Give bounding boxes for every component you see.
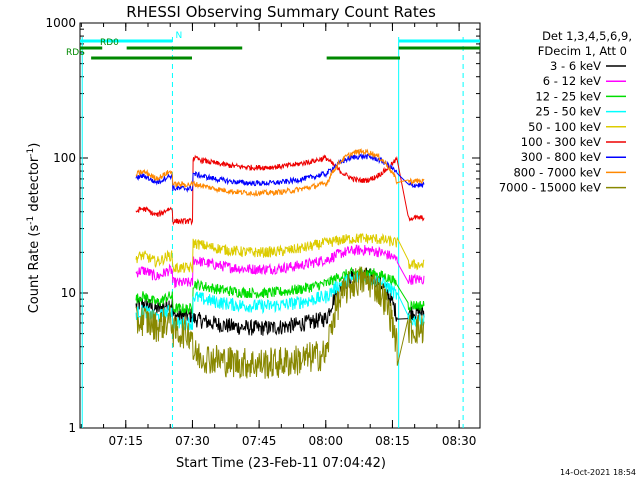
x-tick-label: 07:15 (108, 434, 143, 448)
legend-label-1: 6 - 12 keV (543, 74, 601, 88)
series-line-5 (135, 154, 425, 226)
x-tick-label: 08:15 (375, 434, 410, 448)
y-axis-label-sup1: -1 (26, 216, 36, 225)
x-axis-label: Start Time (23-Feb-11 07:04:42) (176, 456, 386, 471)
legend-label-2: 12 - 25 keV (535, 89, 601, 103)
legend-label-3: 25 - 50 keV (535, 105, 601, 119)
legend-header-1: Det 1,3,4,5,6,9, (542, 29, 632, 43)
flag-label-rds: RDS (66, 48, 85, 58)
y-axis-label: Count Rate (s-1 detector-1) (26, 143, 42, 314)
flag-label-n: N (176, 31, 183, 41)
series-line-6 (135, 152, 425, 193)
y-axis-label-main: Count Rate (s (27, 225, 42, 314)
y-axis-label-mid: detector (27, 156, 42, 216)
flag-label-rd0: RD0 (100, 38, 119, 48)
series-line-1 (135, 244, 425, 289)
series-line-2 (135, 266, 425, 315)
legend-label-5: 100 - 300 keV (521, 135, 601, 149)
series-line-8 (135, 266, 425, 379)
legend-header-2: FDecim 1, Att 0 (538, 44, 627, 58)
y-axis-label-sup2: -1 (26, 148, 36, 157)
y-tick-label: 1 (68, 421, 76, 435)
legend-label-8: 7000 - 15000 keV (499, 181, 601, 195)
timestamp: 14-Oct-2021 18:54 (560, 468, 636, 477)
plot-frame (79, 22, 481, 429)
series-line-4 (135, 232, 425, 274)
x-tick-label: 08:30 (442, 434, 477, 448)
y-tick-label: 1000 (45, 16, 76, 30)
x-tick-label: 07:30 (175, 434, 210, 448)
plot-area: 1 10 100 1000 07:15 07:30 07:45 08:00 08:15 08:30… (45, 16, 481, 448)
x-tick-label: 07:45 (242, 434, 277, 448)
legend-label-0: 3 - 6 keV (550, 59, 601, 73)
legend-label-6: 300 - 800 keV (521, 150, 601, 164)
y-axis-label-end: ) (27, 143, 42, 148)
series-line-7 (135, 147, 425, 198)
legend-label-7: 800 - 7000 keV (513, 165, 601, 179)
x-tick-label: 08:00 (308, 434, 343, 448)
y-tick-label: 100 (53, 151, 76, 165)
chart-title: RHESSI Observing Summary Count Rates (126, 3, 436, 21)
legend-label-4: 50 - 100 keV (528, 120, 601, 134)
y-tick-label: 10 (61, 286, 76, 300)
